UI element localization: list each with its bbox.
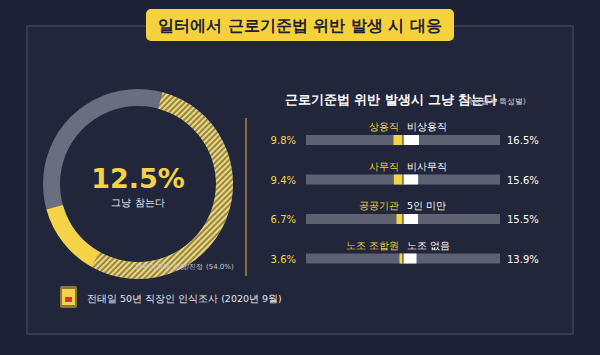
- icon-body: [60, 286, 77, 308]
- bar-right: [403, 175, 418, 185]
- bar-right: [403, 214, 418, 224]
- bar-left: [394, 175, 403, 185]
- source-icon: [60, 286, 77, 308]
- donut-slice: [91, 92, 233, 279]
- value-left: 3.6%: [271, 254, 296, 265]
- center-line: [403, 128, 404, 145]
- panel: [27, 26, 573, 334]
- center-name: 그냥 참는다: [111, 197, 164, 208]
- value-right: 13.9%: [507, 254, 539, 265]
- center-line: [403, 247, 404, 264]
- icon-face: [62, 289, 75, 305]
- center-value: 12.5%: [91, 163, 185, 194]
- bar-group: [394, 175, 418, 185]
- icon-book: [65, 297, 72, 302]
- center-line: [403, 207, 404, 224]
- bar-group: [397, 214, 419, 224]
- donut-slice: [46, 205, 99, 267]
- category-left: 사무직: [369, 161, 399, 172]
- bar-group: [393, 135, 419, 145]
- source: 전태일 50년 직장인 인식조사 (2020년 9월): [87, 293, 282, 304]
- slice-value: (54.0%): [206, 263, 234, 271]
- value-left: 9.8%: [271, 135, 296, 146]
- value-left: 9.4%: [271, 175, 296, 186]
- divider: [246, 118, 247, 276]
- title: 일터에서 근로기준법 위반 발생 시 대응: [158, 16, 442, 35]
- category-right: 노조 없음: [407, 240, 450, 251]
- category-right: 비상용직: [407, 121, 447, 132]
- chart-title: 근로기준법 위반 발생시 그냥 참는다: [285, 92, 497, 107]
- bar-left: [400, 254, 403, 264]
- category-right: 비사무직: [407, 161, 447, 172]
- bar-right: [403, 135, 419, 145]
- center-line: [403, 168, 404, 185]
- category-left: 노조 조합원: [346, 240, 399, 251]
- value-right: 15.6%: [507, 175, 539, 186]
- chart-root: 일터에서 근로기준법 위반 발생 시 대응 12.5% 그냥 참는다정부기관에 상담…: [0, 0, 600, 355]
- category-left: 공공기관: [359, 200, 399, 211]
- slice-name: 정부기관에 상담/진정: [135, 263, 203, 271]
- chart-subtitle: (응답자 특성별): [470, 97, 526, 106]
- value-right: 16.5%: [507, 135, 539, 146]
- title-banner: [146, 9, 454, 41]
- background: [0, 0, 600, 355]
- bar-right: [403, 254, 416, 264]
- category-right: 5인 미만: [407, 200, 446, 211]
- value-left: 6.7%: [271, 214, 296, 225]
- bar-left: [393, 135, 403, 145]
- bar-group: [400, 254, 417, 264]
- category-left: 상용직: [369, 121, 399, 132]
- bar-left: [397, 214, 403, 224]
- value-right: 15.5%: [507, 214, 539, 225]
